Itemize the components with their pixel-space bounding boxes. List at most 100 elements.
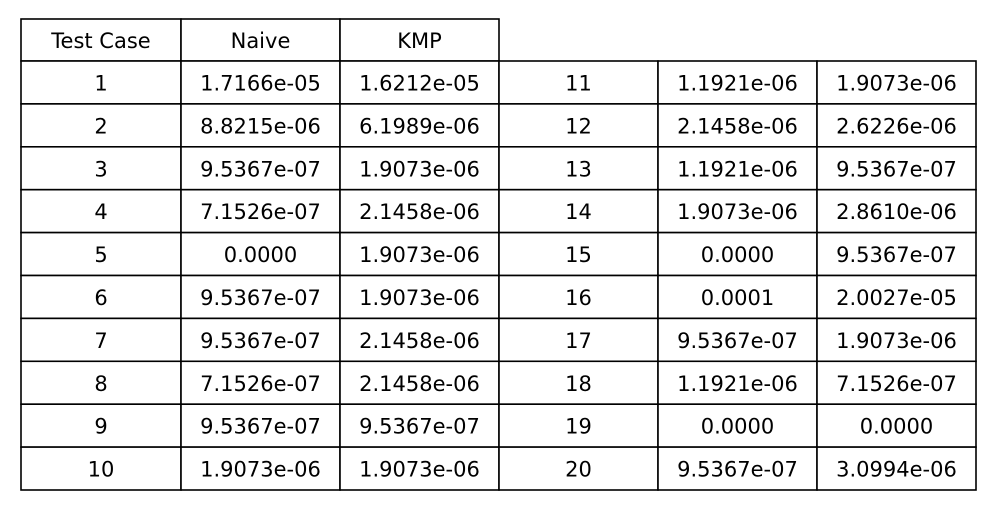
naive-time-cell: 7.1526e-07 (200, 372, 321, 396)
table-cell (816, 188, 977, 234)
kmp-time-cell: 2.0027e-05 (836, 286, 957, 310)
kmp-time-cell: 3.0994e-06 (836, 458, 957, 482)
kmp-time-cell: 1.9073e-06 (359, 458, 480, 482)
naive-time-cell: 9.5367e-07 (200, 329, 321, 353)
test-case-cell: 16 (565, 286, 592, 310)
naive-time-cell: 1.9073e-06 (677, 200, 798, 224)
header-cell (20, 18, 182, 62)
naive-time-cell: 0.0001 (701, 286, 774, 310)
table-cell (498, 446, 659, 491)
naive-time-cell: 1.7166e-05 (200, 71, 321, 95)
kmp-time-cell: 2.1458e-06 (359, 372, 480, 396)
table-cell (180, 103, 341, 148)
table-cell (816, 317, 977, 363)
naive-time-cell: 0.0000 (701, 243, 774, 267)
test-case-cell: 3 (94, 157, 107, 181)
kmp-time-cell: 2.8610e-06 (836, 200, 957, 224)
kmp-time-cell: 1.9073e-06 (836, 71, 957, 95)
table-cell (816, 274, 977, 320)
kmp-time-cell: 9.5367e-07 (359, 415, 480, 439)
table-cell (180, 188, 341, 234)
test-case-cell: 12 (565, 114, 592, 138)
naive-time-cell: 1.1921e-06 (677, 372, 798, 396)
naive-time-cell: 7.1526e-07 (200, 200, 321, 224)
table-cell (180, 403, 341, 448)
kmp-time-cell: 2.6226e-06 (836, 114, 957, 138)
table-cell (657, 446, 818, 491)
table-cell (339, 146, 500, 191)
naive-time-cell: 0.0000 (701, 415, 774, 439)
test-case-cell: 14 (565, 200, 592, 224)
naive-time-cell: 2.1458e-06 (677, 114, 798, 138)
naive-time-cell: 9.5367e-07 (200, 157, 321, 181)
naive-time-cell: 0.0000 (224, 243, 297, 267)
table-cell (498, 146, 659, 191)
naive-time-cell: 1.9073e-06 (200, 458, 321, 482)
table-cell (20, 446, 182, 491)
test-case-cell: 5 (94, 243, 107, 267)
naive-time-cell: 1.1921e-06 (677, 71, 798, 95)
column-header: Test Case (50, 29, 150, 53)
table-cell (657, 317, 818, 363)
test-case-cell: 10 (88, 458, 115, 482)
table-cell (816, 231, 977, 277)
naive-time-cell: 9.5367e-07 (200, 415, 321, 439)
table-cell (20, 403, 182, 448)
kmp-time-cell: 7.1526e-07 (836, 372, 957, 396)
table-cell (816, 103, 977, 148)
kmp-time-cell: 1.6212e-05 (359, 71, 480, 95)
table-cell (20, 231, 182, 277)
kmp-time-cell: 2.1458e-06 (359, 200, 480, 224)
table-cell (180, 317, 341, 363)
table-cell (339, 274, 500, 320)
test-case-cell: 17 (565, 329, 592, 353)
column-header: Naive (231, 29, 291, 53)
table-cell (180, 274, 341, 320)
kmp-time-cell: 1.9073e-06 (359, 157, 480, 181)
test-case-cell: 9 (94, 415, 107, 439)
test-case-cell: 13 (565, 157, 592, 181)
kmp-time-cell: 9.5367e-07 (836, 157, 957, 181)
test-case-cell: 19 (565, 415, 592, 439)
naive-time-cell: 9.5367e-07 (677, 458, 798, 482)
test-case-cell: 1 (94, 71, 107, 95)
naive-time-cell: 9.5367e-07 (677, 329, 798, 353)
test-case-cell: 4 (94, 200, 107, 224)
table-cell (498, 274, 659, 320)
column-header: KMP (397, 29, 442, 53)
table-cell (339, 231, 500, 277)
table-cell (657, 274, 818, 320)
table-cell (20, 317, 182, 363)
kmp-time-cell: 1.9073e-06 (836, 329, 957, 353)
table-cell (498, 360, 659, 405)
table-cell (20, 274, 182, 320)
kmp-time-cell: 0.0000 (860, 415, 933, 439)
kmp-time-cell: 6.1989e-06 (359, 114, 480, 138)
naive-time-cell: 8.8215e-06 (200, 114, 321, 138)
kmp-time-cell: 9.5367e-07 (836, 243, 957, 267)
test-case-cell: 8 (94, 372, 107, 396)
test-case-cell: 7 (94, 329, 107, 353)
table-cell (657, 403, 818, 448)
table-cell (657, 360, 818, 405)
table-cell (498, 103, 659, 148)
test-case-cell: 2 (94, 114, 107, 138)
test-case-cell: 18 (565, 372, 592, 396)
kmp-time-cell: 2.1458e-06 (359, 329, 480, 353)
table-cell (339, 60, 500, 105)
naive-time-cell: 9.5367e-07 (200, 286, 321, 310)
table-cell (816, 446, 977, 491)
naive-time-cell: 1.1921e-06 (677, 157, 798, 181)
table-cell (816, 146, 977, 191)
table-cell (498, 231, 659, 277)
table-cell (816, 60, 977, 105)
header-cell (180, 18, 341, 62)
table-cell (339, 360, 500, 405)
test-case-cell: 15 (565, 243, 592, 267)
test-case-cell: 11 (565, 71, 592, 95)
test-case-cell: 20 (565, 458, 592, 482)
table-cell (657, 231, 818, 277)
kmp-time-cell: 1.9073e-06 (359, 286, 480, 310)
test-case-cell: 6 (94, 286, 107, 310)
